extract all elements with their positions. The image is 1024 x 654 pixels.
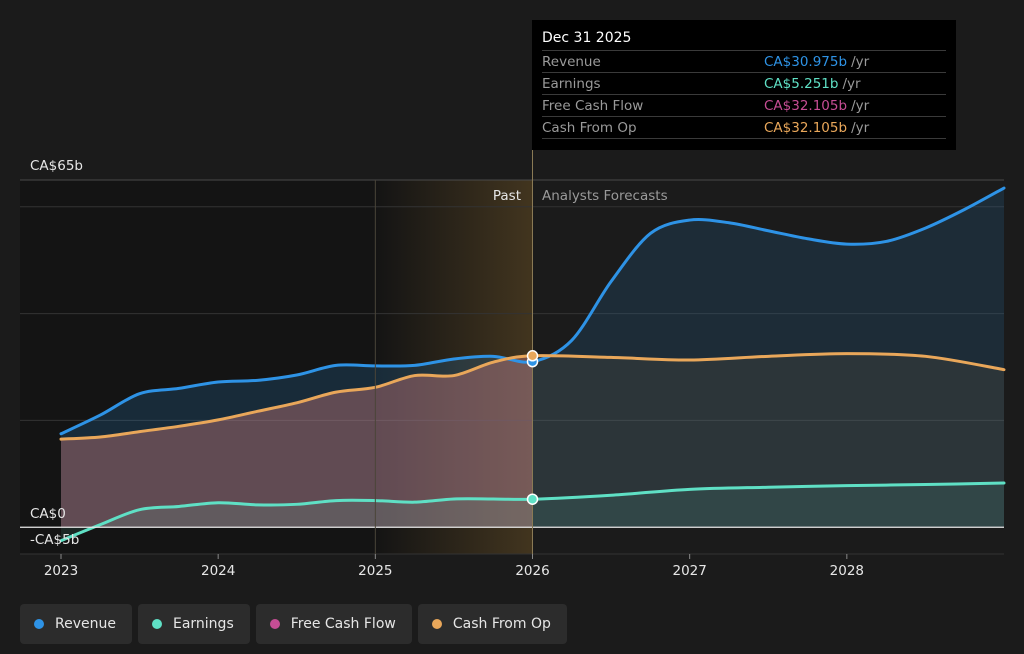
legend-item-earnings[interactable]: Earnings (137, 604, 250, 644)
legend-label: Earnings (172, 616, 234, 632)
marker-cash-from-op (526, 350, 539, 362)
line-earnings (59, 481, 1006, 543)
hover-markers (526, 350, 539, 505)
area-earnings-past (61, 498, 533, 541)
legend-dot-icon (431, 619, 442, 629)
y-top-label: CA$65b (30, 158, 83, 174)
legend-label: Revenue (55, 616, 116, 632)
tooltip-row-cash-from-op: Cash From Op CA$32.105b /yr (542, 116, 946, 139)
tooltip-unit: /yr (851, 119, 870, 136)
legend-label: Cash From Op (452, 616, 551, 632)
tooltip-date: Dec 31 2025 (542, 30, 632, 46)
tooltip-label: Earnings (542, 75, 601, 92)
tooltip-value: CA$30.975b (764, 53, 848, 70)
gridlines (20, 179, 1004, 555)
tooltip-value: CA$32.105b (764, 97, 848, 114)
legend-dot-icon (151, 619, 162, 629)
tooltip-row-free-cash-flow: Free Cash Flow CA$32.105b /yr (542, 94, 946, 116)
x-tick-label: 2024 (201, 563, 235, 579)
tooltip-value: CA$32.105b (764, 119, 848, 136)
area-cash-from-op-past (61, 355, 533, 528)
tooltip-row-revenue: Revenue CA$30.975b /yr (542, 50, 946, 72)
x-tick-label: 2027 (672, 563, 706, 579)
x-axis-ticks: 2023 2024 2025 2026 2027 2028 (44, 554, 864, 579)
financial-chart: CA$65b CA$0 -CA$5b Past Analysts Forecas… (20, 20, 1006, 579)
x-tick-label: 2025 (358, 563, 392, 579)
legend-item-revenue[interactable]: Revenue (20, 604, 132, 644)
y-zero-label: CA$0 (30, 506, 66, 522)
legend-dot-icon (34, 619, 44, 629)
legend-item-cash-from-op[interactable]: Cash From Op (417, 604, 567, 644)
tooltip-label: Free Cash Flow (542, 97, 644, 114)
marker-earnings (526, 493, 539, 505)
x-tick-label: 2028 (830, 563, 864, 579)
tooltip-unit: /yr (842, 75, 861, 92)
y-bottom-label: -CA$5b (30, 532, 79, 548)
x-tick-label: 2023 (44, 563, 78, 579)
area-revenue-past (61, 356, 533, 528)
legend: Revenue Earnings Free Cash Flow Cash Fro… (20, 604, 567, 644)
x-tick-label: 2026 (515, 563, 549, 579)
forecast-label: Analysts Forecasts (542, 188, 668, 204)
tooltip-row-earnings: Earnings CA$5.251b /yr (542, 72, 946, 94)
tooltip-unit: /yr (851, 97, 870, 114)
tooltip: Dec 31 2025 Revenue CA$30.975b /yr Earni… (532, 20, 956, 150)
tooltip-label: Cash From Op (542, 119, 637, 136)
tooltip-value: CA$5.251b (764, 75, 839, 92)
legend-dot-icon (269, 619, 280, 629)
tooltip-label: Revenue (542, 53, 601, 70)
legend-item-free-cash-flow[interactable]: Free Cash Flow (255, 604, 412, 644)
line-cash-from-op (59, 352, 1006, 441)
tooltip-unit: /yr (851, 53, 870, 70)
area-earnings-forecast (532, 482, 1004, 528)
legend-label: Free Cash Flow (290, 616, 396, 632)
past-label: Past (493, 188, 521, 204)
